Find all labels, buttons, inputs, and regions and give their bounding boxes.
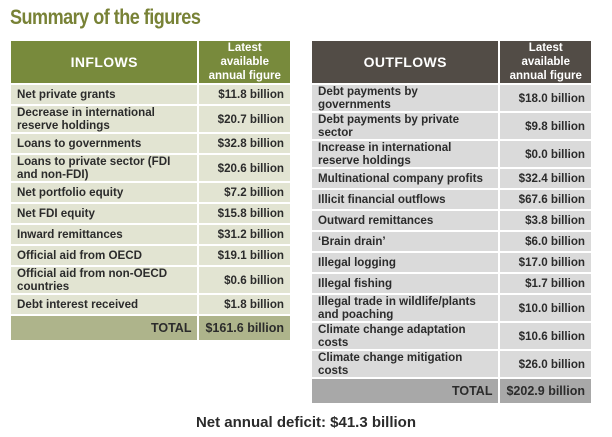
outflows-header: OUTFLOWS <box>309 39 501 85</box>
table-row: ‘Brain drain’ $6.0 billion <box>309 230 593 253</box>
row-label: Debt payments by private sector <box>309 111 501 141</box>
row-label: Debt interest received <box>8 293 200 316</box>
row-value: $67.6 billion <box>498 188 593 211</box>
row-value: $10.0 billion <box>498 293 593 323</box>
row-label: Official aid from OECD <box>8 244 200 267</box>
table-row: Illicit financial outflows $67.6 billion <box>309 188 593 211</box>
row-label: Climate change mitigation costs <box>309 349 501 379</box>
table-row: Loans to governments $32.8 billion <box>8 132 292 155</box>
figure-header-line2: annual figure <box>509 70 582 82</box>
row-value: $0.6 billion <box>197 265 292 295</box>
row-label: Official aid from non-OECD countries <box>8 265 200 295</box>
outflows-table: OUTFLOWS Latest available annual figure D… <box>309 39 593 405</box>
outflows-total-label: TOTAL <box>309 377 501 405</box>
row-value: $6.0 billion <box>498 230 593 253</box>
inflows-header-row: INFLOWS Latest available annual figure <box>8 39 292 85</box>
table-row: Official aid from non-OECD countries $0.6… <box>8 265 292 295</box>
inflows-figure-header: Latest available annual figure <box>197 39 292 85</box>
table-row: Inward remittances $31.2 billion <box>8 223 292 246</box>
table-row: Net FDI equity $15.8 billion <box>8 202 292 225</box>
row-value: $1.8 billion <box>197 293 292 316</box>
figure-header-line2: annual figure <box>208 70 281 82</box>
outflows-header-row: OUTFLOWS Latest available annual figure <box>309 39 593 85</box>
row-value: $32.8 billion <box>197 132 292 155</box>
table-row: Decrease in international reserve holdin… <box>8 104 292 134</box>
row-label: Multinational company profits <box>309 167 501 190</box>
row-label: Illegal trade in wildlife/plants and poa… <box>309 293 501 323</box>
table-row: Illegal logging $17.0 billion <box>309 251 593 274</box>
row-value: $1.7 billion <box>498 272 593 295</box>
row-value: $32.4 billion <box>498 167 593 190</box>
row-value: $7.2 billion <box>197 181 292 204</box>
row-label: Increase in international reserve holdin… <box>309 139 501 169</box>
row-value: $26.0 billion <box>498 349 593 379</box>
figure-header-line1: Latest available <box>521 42 571 68</box>
table-row: Official aid from OECD $19.1 billion <box>8 244 292 267</box>
row-value: $20.7 billion <box>197 104 292 134</box>
outflows-body: Debt payments by governments $18.0 billio… <box>309 83 593 379</box>
row-label: Outward remittances <box>309 209 501 232</box>
outflows-total-row: TOTAL $202.9 billion <box>309 377 593 405</box>
inflows-body: Net private grants $11.8 billion Decrease … <box>8 83 292 316</box>
row-label: Climate change adaptation costs <box>309 321 501 351</box>
row-label: Illegal fishing <box>309 272 501 295</box>
outflows-figure-header: Latest available annual figure <box>498 39 593 85</box>
row-value: $19.1 billion <box>197 244 292 267</box>
inflows-table: INFLOWS Latest available annual figure Ne… <box>8 39 292 342</box>
row-value: $17.0 billion <box>498 251 593 274</box>
row-label: Loans to governments <box>8 132 200 155</box>
row-label: Net portfolio equity <box>8 181 200 204</box>
row-label: Net FDI equity <box>8 202 200 225</box>
row-value: $0.0 billion <box>498 139 593 169</box>
row-label: Loans to private sector (FDI and non-FDI… <box>8 153 200 183</box>
row-value: $9.8 billion <box>498 111 593 141</box>
row-value: $10.6 billion <box>498 321 593 351</box>
table-row: Climate change mitigation costs $26.0 bil… <box>309 349 593 379</box>
table-row: Illegal fishing $1.7 billion <box>309 272 593 295</box>
inflows-header: INFLOWS <box>8 39 200 85</box>
page-title: Summary of the figures <box>10 6 201 29</box>
row-value: $20.6 billion <box>197 153 292 183</box>
row-label: Debt payments by governments <box>309 83 501 113</box>
table-row: Loans to private sector (FDI and non-FDI… <box>8 153 292 183</box>
table-row: Debt payments by private sector $9.8 bill… <box>309 111 593 141</box>
row-label: ‘Brain drain’ <box>309 230 501 253</box>
row-label: Decrease in international reserve holdin… <box>8 104 200 134</box>
table-row: Multinational company profits $32.4 billi… <box>309 167 593 190</box>
row-label: Illegal logging <box>309 251 501 274</box>
row-value: $15.8 billion <box>197 202 292 225</box>
row-value: $18.0 billion <box>498 83 593 113</box>
table-row: Climate change adaptation costs $10.6 bil… <box>309 321 593 351</box>
table-row: Net portfolio equity $7.2 billion <box>8 181 292 204</box>
row-label: Illicit financial outflows <box>309 188 501 211</box>
row-label: Net private grants <box>8 83 200 106</box>
table-row: Illegal trade in wildlife/plants and poa… <box>309 293 593 323</box>
outflows-total-value: $202.9 billion <box>498 377 593 405</box>
table-row: Net private grants $11.8 billion <box>8 83 292 106</box>
table-row: Debt interest received $1.8 billion <box>8 293 292 316</box>
table-row: Outward remittances $3.8 billion <box>309 209 593 232</box>
row-label: Inward remittances <box>8 223 200 246</box>
table-row: Increase in international reserve holdin… <box>309 139 593 169</box>
figure-header-line1: Latest available <box>220 42 270 68</box>
row-value: $11.8 billion <box>197 83 292 106</box>
inflows-total-value: $161.6 billion <box>197 314 292 342</box>
table-row: Debt payments by governments $18.0 billio… <box>309 83 593 113</box>
net-annual-deficit: Net annual deficit: $41.3 billion <box>195 414 417 431</box>
inflows-total-row: TOTAL $161.6 billion <box>8 314 292 342</box>
row-value: $3.8 billion <box>498 209 593 232</box>
row-value: $31.2 billion <box>197 223 292 246</box>
inflows-total-label: TOTAL <box>8 314 200 342</box>
